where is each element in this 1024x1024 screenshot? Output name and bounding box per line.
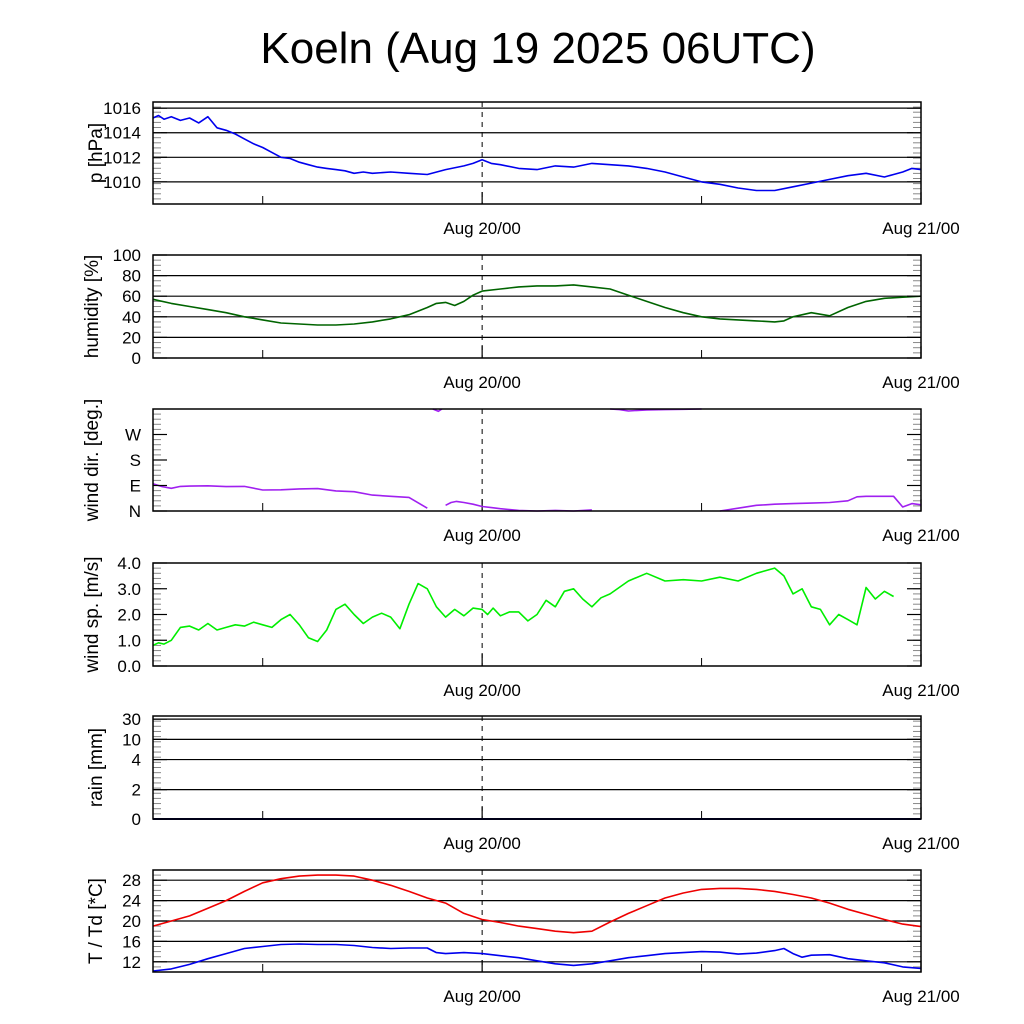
y-tick-label: 60 [122, 287, 141, 306]
y-axis-label: humidity [%] [82, 255, 103, 358]
y-tick-label: 1010 [103, 173, 141, 192]
plot-frame [152, 101, 922, 205]
x-tick-label: Aug 20/00 [443, 681, 521, 700]
y-axis-label: rain [mm] [86, 728, 107, 807]
y-tick-label: 10 [122, 730, 141, 749]
y-tick-label: 100 [113, 246, 141, 265]
series-humidity-line [152, 284, 922, 326]
y-tick-label: 1016 [103, 99, 141, 118]
x-tick-label: Aug 21/00 [882, 526, 960, 545]
x-tick-label: Aug 20/00 [443, 526, 521, 545]
y-tick-label: 80 [122, 267, 141, 286]
y-tick-label: 1014 [103, 124, 141, 143]
y-tick-label: 1012 [103, 148, 141, 167]
x-tick-label: Aug 20/00 [443, 219, 521, 238]
y-tick-label: 4.0 [117, 554, 141, 573]
series-pressure-line [152, 114, 922, 192]
y-axis-label: p [hPa] [86, 123, 107, 183]
y-tick-label: 2 [132, 781, 141, 800]
x-tick-label: Aug 20/00 [443, 373, 521, 392]
series-T-line [152, 874, 922, 934]
x-tick-label: Aug 21/00 [882, 373, 960, 392]
x-tick-label: Aug 21/00 [882, 219, 960, 238]
plot-frame [152, 408, 922, 512]
series-wind_speed-line [152, 567, 894, 647]
y-tick-label: E [130, 477, 141, 496]
y-axis-label: wind sp. [m/s] [82, 556, 103, 673]
x-tick-label: Aug 21/00 [882, 681, 960, 700]
panel-pressure: 1010 1012 1014 1016 p [hPa] Aug 20/00 Aug 21/0… [86, 99, 960, 238]
y-tick-label: 4 [132, 751, 141, 770]
y-tick-label: 1.0 [117, 631, 141, 650]
x-tick-label: Aug 21/00 [882, 834, 960, 853]
y-tick-label: N [129, 502, 141, 521]
y-tick-label: 24 [122, 892, 141, 911]
x-tick-label: Aug 21/00 [882, 987, 960, 1006]
y-tick-label: 0 [132, 810, 141, 829]
y-tick-label: 28 [122, 871, 141, 890]
y-tick-label: W [125, 426, 141, 445]
y-axis-label: T / Td [*C] [86, 878, 107, 964]
panel-wind_speed: 0.0 1.0 2.0 3.0 4.0 wind sp. [m/s] Aug 20/00 Au… [82, 554, 960, 700]
plot-frame [152, 254, 922, 359]
y-tick-label: 3.0 [117, 580, 141, 599]
y-tick-label: 20 [122, 328, 141, 347]
series-wind_direction-line [152, 483, 428, 509]
y-tick-label: 2.0 [117, 606, 141, 625]
x-tick-label: Aug 20/00 [443, 834, 521, 853]
y-tick-label: 30 [122, 710, 141, 729]
y-axis-label: wind dir. [deg.] [82, 399, 103, 523]
series-Td-line [152, 943, 922, 972]
y-tick-label: 0 [132, 349, 141, 368]
y-tick-label: S [130, 451, 141, 470]
y-tick-label: 12 [122, 953, 141, 972]
y-tick-label: 40 [122, 308, 141, 327]
y-tick-label: 0.0 [117, 657, 141, 676]
series-wind_direction-line [719, 495, 922, 512]
series-wind_direction-line [445, 500, 592, 512]
y-tick-label: 16 [122, 932, 141, 951]
series-wind_direction-line [432, 408, 443, 413]
x-tick-label: Aug 20/00 [443, 987, 521, 1006]
y-tick-label: 20 [122, 912, 141, 931]
plot-frame [152, 715, 922, 820]
chart-title: Koeln (Aug 19 2025 06UTC) [260, 24, 816, 73]
